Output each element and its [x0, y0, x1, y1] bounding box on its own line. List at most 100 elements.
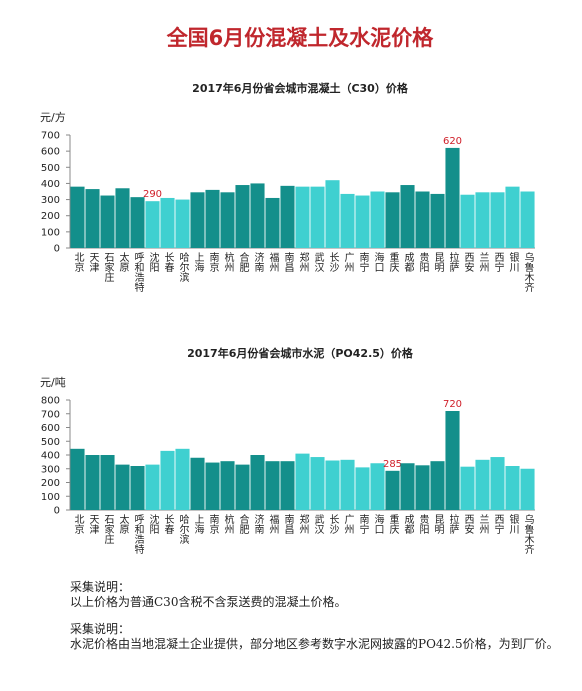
bar: [280, 461, 295, 510]
bar: [250, 183, 265, 248]
bar: [295, 453, 310, 510]
bar: [355, 467, 370, 510]
bar: [505, 186, 520, 248]
bar: [85, 455, 100, 510]
bar: [160, 197, 175, 248]
bar: [490, 192, 505, 248]
y-tick-label: 800: [41, 396, 60, 407]
y-tick-label: 500: [41, 163, 60, 174]
x-tick-label: 拉萨: [447, 513, 459, 535]
x-tick-label: 福州: [267, 513, 279, 534]
bar: [205, 189, 220, 248]
x-tick-label: 长春: [162, 252, 174, 273]
bar: [115, 188, 130, 248]
bar: [505, 466, 520, 510]
x-tick-label: 贵阳: [417, 513, 429, 534]
x-tick-label: 西安: [462, 252, 474, 273]
bar: [415, 191, 430, 248]
bar: [130, 466, 145, 510]
x-tick-label: 济南: [252, 513, 264, 534]
y-tick-label: 400: [41, 179, 60, 190]
bar: [220, 192, 235, 248]
bar: [175, 199, 190, 248]
y-tick-label: 200: [41, 211, 60, 222]
y-tick-label: 400: [41, 451, 60, 462]
bar: [430, 193, 445, 248]
y-tick-label: 500: [41, 437, 60, 448]
bar: [445, 411, 460, 510]
x-tick-label: 太原: [117, 251, 129, 272]
x-tick-label: 济南: [252, 251, 264, 272]
note-text: 以上价格为普通C30含税不含泵送费的混凝土价格。: [70, 595, 347, 609]
bar: [310, 457, 325, 510]
x-tick-label: 杭州: [222, 251, 234, 272]
y-tick-label: 700: [41, 131, 60, 142]
y-tick-label: 300: [41, 464, 60, 475]
x-tick-label: 海口: [372, 513, 384, 534]
x-tick-label: 哈尔滨: [177, 251, 189, 283]
x-tick-label: 合肥: [237, 251, 249, 273]
x-tick-label: 乌鲁木齐: [522, 513, 534, 555]
bar: [100, 195, 115, 248]
bar: [460, 194, 475, 248]
bar: [490, 457, 505, 510]
bar: [520, 191, 535, 248]
x-tick-label: 南昌: [282, 513, 294, 535]
bar: [85, 189, 100, 248]
bar: [430, 461, 445, 510]
x-tick-label: 南宁: [357, 513, 369, 534]
x-tick-label: 北京: [72, 252, 84, 273]
page-title: 全国6月份混凝土及水泥价格: [166, 26, 435, 50]
bar: [70, 186, 85, 248]
y-tick-label: 100: [41, 227, 60, 238]
bar: [370, 191, 385, 248]
x-tick-label: 郑州: [297, 513, 309, 534]
x-tick-label: 南昌: [282, 251, 294, 273]
y-axis-unit: 元/方: [40, 110, 66, 124]
data-label: 290: [143, 189, 162, 200]
bar: [385, 470, 400, 510]
bar: [400, 185, 415, 248]
y-tick-label: 0: [54, 244, 60, 255]
y-tick-label: 700: [41, 409, 60, 420]
bar: [385, 192, 400, 248]
x-tick-label: 昆明: [432, 252, 444, 273]
bar: [475, 459, 490, 510]
bar: [190, 192, 205, 248]
bar: [445, 147, 460, 248]
bar: [235, 464, 250, 510]
x-tick-label: 海口: [372, 251, 384, 272]
bar: [325, 460, 340, 510]
x-tick-label: 沈阳: [147, 513, 159, 534]
x-tick-label: 西安: [462, 514, 474, 535]
bar: [295, 186, 310, 248]
y-tick-label: 600: [41, 423, 60, 434]
bar: [175, 448, 190, 510]
x-tick-label: 石家庄: [102, 514, 114, 545]
note-heading: 采集说明：: [70, 580, 131, 594]
x-tick-label: 昆明: [432, 514, 444, 535]
x-tick-label: 南宁: [357, 251, 369, 272]
bar: [160, 450, 175, 510]
x-tick-label: 呼和浩特: [132, 252, 144, 292]
y-tick-label: 200: [41, 478, 60, 489]
x-tick-label: 南京: [207, 513, 219, 535]
bar: [400, 463, 415, 510]
note-heading: 采集说明：: [70, 622, 131, 636]
bar: [145, 464, 160, 510]
x-tick-label: 武汉: [312, 251, 324, 273]
x-tick-label: 兰州: [477, 251, 489, 272]
x-tick-label: 重庆: [387, 251, 399, 273]
x-tick-label: 重庆: [387, 513, 399, 535]
x-tick-label: 合肥: [237, 513, 249, 535]
bar: [265, 197, 280, 248]
x-tick-label: 上海: [192, 252, 204, 273]
x-tick-label: 哈尔滨: [177, 513, 189, 545]
bar: [190, 457, 205, 510]
data-label: 620: [443, 136, 462, 147]
note-text: 水泥价格由当地混凝土企业提供，部分地区参考数字水泥网披露的PO42.5价格，为到…: [70, 637, 559, 651]
x-tick-label: 沈阳: [147, 251, 159, 272]
x-tick-label: 石家庄: [102, 252, 114, 283]
y-tick-label: 300: [41, 195, 60, 206]
x-tick-label: 天津: [87, 252, 99, 273]
